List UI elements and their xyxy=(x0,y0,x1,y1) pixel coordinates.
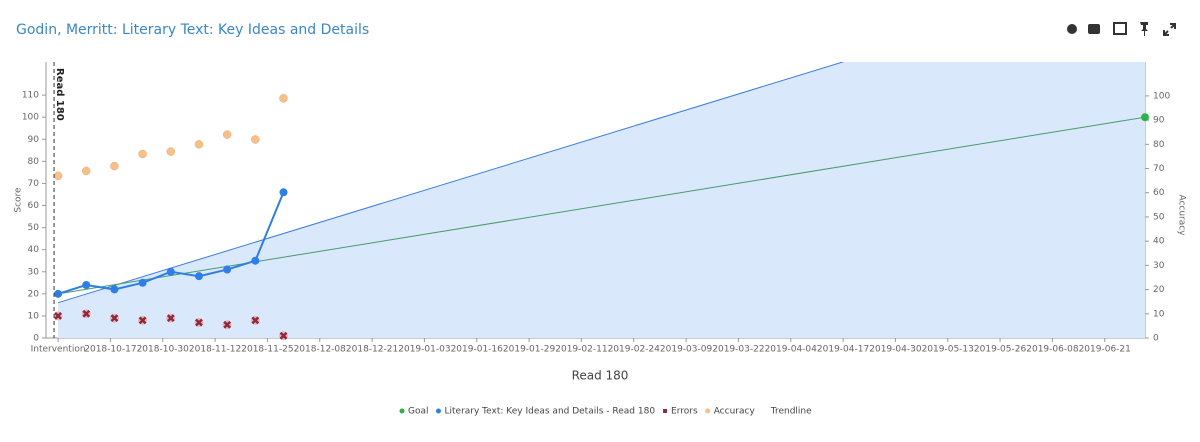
accuracy-point xyxy=(194,140,204,149)
score-point xyxy=(110,285,119,294)
error-point xyxy=(279,331,288,340)
y2-tick-label: 60 xyxy=(1153,188,1165,198)
x-tick-label: 2019-03-09 xyxy=(660,345,713,355)
trend-area xyxy=(58,62,1145,338)
toolbar[interactable] xyxy=(1067,22,1176,36)
y2-tick-label: 10 xyxy=(1153,309,1165,319)
y2-tick-label: 40 xyxy=(1153,237,1165,247)
error-point xyxy=(54,312,62,320)
goal-line xyxy=(57,116,1145,295)
legend-marker xyxy=(705,408,711,414)
y2-axis-title: Accuracy xyxy=(1177,194,1187,236)
y2-tick-label: 100 xyxy=(1153,91,1170,101)
legend-marker xyxy=(436,408,441,414)
x-tick-label: 2019-05-26 xyxy=(974,345,1027,355)
pin-icon[interactable] xyxy=(1140,22,1148,36)
error-point xyxy=(223,320,232,329)
x-tick-label: Intervention xyxy=(31,345,86,355)
accuracy-point xyxy=(166,147,176,156)
x-tick-label: 2018-11-25 xyxy=(241,345,293,355)
y-tick-label: 50 xyxy=(28,223,40,233)
legend-label: Accuracy xyxy=(714,407,756,417)
x-tick-label: 2019-02-11 xyxy=(555,345,607,355)
y2-tick-label: 50 xyxy=(1153,212,1165,222)
x-tick-label: 2019-06-08 xyxy=(1026,345,1079,355)
trendline xyxy=(57,62,845,304)
x-tick-label: 2019-04-30 xyxy=(869,345,922,355)
legend-label: Errors xyxy=(671,407,698,417)
error-point xyxy=(195,318,203,327)
x-axis-title: Read 180 xyxy=(572,369,629,383)
y-tick-label: 110 xyxy=(22,91,39,101)
error-point xyxy=(251,316,260,325)
x-tick-label: 2019-01-03 xyxy=(398,345,450,355)
y-tick-label: 70 xyxy=(28,179,40,189)
x-tick-label: 2019-04-04 xyxy=(765,345,818,355)
y2-tick-label: 30 xyxy=(1153,261,1165,271)
x-tick-label: 2019-03-22 xyxy=(712,345,764,355)
plot-area xyxy=(57,62,1145,338)
accuracy-point xyxy=(251,135,260,144)
x-tick-label: 2018-12-21 xyxy=(346,345,398,355)
x-tick-label: 2019-01-16 xyxy=(451,345,504,355)
accuracy-point xyxy=(279,94,288,103)
accuracy-point xyxy=(138,149,147,159)
y-tick-label: 20 xyxy=(28,289,40,299)
goal-point xyxy=(1141,113,1149,122)
legend-label: Trendline xyxy=(770,407,812,417)
error-point xyxy=(110,314,119,323)
error-point xyxy=(166,314,175,323)
x-tick-label: 2018-10-17 xyxy=(84,345,136,355)
y-tick-label: 10 xyxy=(28,311,40,321)
settings-icon[interactable] xyxy=(1067,24,1077,34)
accuracy-point xyxy=(222,130,232,139)
y2-tick-label: 70 xyxy=(1153,164,1165,174)
y-axis-title: Score xyxy=(14,187,24,213)
y-tick-label: 100 xyxy=(22,113,39,123)
y-tick-label: 0 xyxy=(33,334,39,344)
x-tick-label: 2019-05-13 xyxy=(922,345,974,355)
score-point xyxy=(166,267,175,276)
score-point xyxy=(251,256,260,265)
accuracy-point xyxy=(53,171,63,181)
print-icon[interactable] xyxy=(1088,24,1100,34)
score-point xyxy=(223,265,232,274)
x-tick-label: 2018-12-08 xyxy=(294,345,347,355)
x-tick-label: 2018-10-30 xyxy=(137,345,190,355)
accuracy-point xyxy=(110,161,119,171)
y-tick-label: 60 xyxy=(28,201,40,211)
x-tick-label: 2019-02-24 xyxy=(608,345,661,355)
chart-title: Godin, Merritt: Literary Text: Key Ideas… xyxy=(16,22,369,38)
error-point xyxy=(82,309,91,318)
x-tick-label: 2019-06-21 xyxy=(1079,345,1131,355)
legend-marker xyxy=(663,409,668,413)
legend-label: Literary Text: Key Ideas and Details - R… xyxy=(445,407,656,417)
y-tick-label: 30 xyxy=(28,267,40,277)
y-tick-label: 40 xyxy=(28,245,40,255)
y2-tick-label: 90 xyxy=(1153,116,1165,126)
y2-tick-label: 80 xyxy=(1153,140,1165,150)
image-icon[interactable] xyxy=(1113,22,1127,35)
score-point xyxy=(54,289,63,298)
legend: Goal Literary Text: Key Ideas and Details… xyxy=(399,407,812,417)
score-point xyxy=(279,188,288,197)
score-point xyxy=(138,278,147,287)
intervention-label: Read 180 xyxy=(54,68,65,121)
y2-tick-label: 20 xyxy=(1153,285,1165,295)
y2-tick-label: 0 xyxy=(1153,334,1159,344)
score-point xyxy=(194,272,203,281)
x-tick-label: 2019-01-29 xyxy=(503,345,556,355)
x-tick-label: 2018-11-12 xyxy=(189,345,241,355)
legend-marker xyxy=(399,408,405,414)
error-point xyxy=(138,316,147,325)
legend-label: Goal xyxy=(408,407,429,417)
accuracy-point xyxy=(82,166,91,176)
expand-icon[interactable] xyxy=(1163,23,1176,36)
score-point xyxy=(82,281,91,290)
y-tick-label: 90 xyxy=(28,135,40,145)
x-tick-label: 2019-04-17 xyxy=(817,345,869,355)
y-tick-label: 80 xyxy=(28,157,40,167)
